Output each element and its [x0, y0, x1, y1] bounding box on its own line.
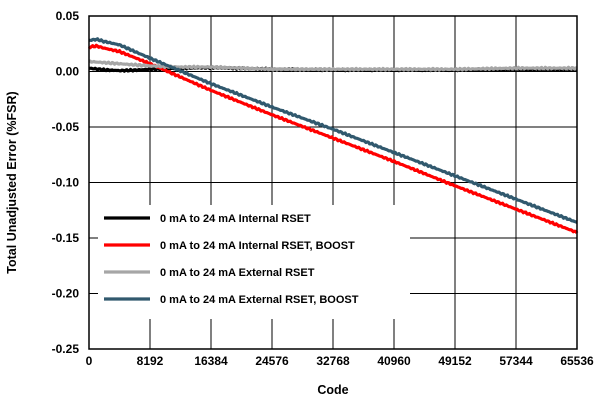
series-line — [88, 37, 578, 224]
y-tick-label: 0.00 — [56, 65, 80, 79]
legend-entry: 0 mA to 24 mA Internal RSET, BOOST — [160, 240, 355, 252]
y-tick-label: -0.10 — [52, 176, 80, 190]
x-tick-label: 40960 — [377, 354, 411, 368]
x-tick-label: 32768 — [316, 354, 350, 368]
x-axis-label: Code — [317, 383, 348, 397]
legend-entry: 0 mA to 24 mA External RSET, BOOST — [160, 294, 359, 306]
series-line — [87, 43, 579, 235]
y-tick-label: -0.25 — [52, 342, 80, 356]
legend-entry: 0 mA to 24 mA External RSET — [160, 267, 315, 279]
x-tick-label: 57344 — [499, 354, 533, 368]
y-tick-label: -0.20 — [52, 287, 80, 301]
plot-border — [88, 15, 578, 350]
x-tick-label: 65536 — [560, 354, 594, 368]
x-tick-label: 24576 — [255, 354, 289, 368]
x-tick-label: 16384 — [194, 354, 228, 368]
series-lines — [87, 37, 579, 235]
legend-entry: 0 mA to 24 mA Internal RSET — [160, 213, 311, 225]
legend: 0 mA to 24 mA Internal RSET 0 mA to 24 mA… — [98, 205, 410, 319]
x-tick-labels: 0 8192 16384 24576 32768 40960 49152 57344 65536 — [86, 354, 594, 368]
x-tick-label: 8192 — [137, 354, 164, 368]
y-axis-label: Total Unadjusted Error (%FSR) — [5, 91, 19, 273]
y-tick-label: 0.05 — [56, 9, 80, 23]
y-tick-labels: 0.05 0.00 -0.05 -0.10 -0.15 -0.20 -0.25 — [52, 9, 80, 356]
y-tick-label: -0.05 — [52, 120, 80, 134]
x-tick-label: 49152 — [438, 354, 472, 368]
x-tick-label: 0 — [86, 354, 93, 368]
y-tick-label: -0.15 — [52, 231, 80, 245]
